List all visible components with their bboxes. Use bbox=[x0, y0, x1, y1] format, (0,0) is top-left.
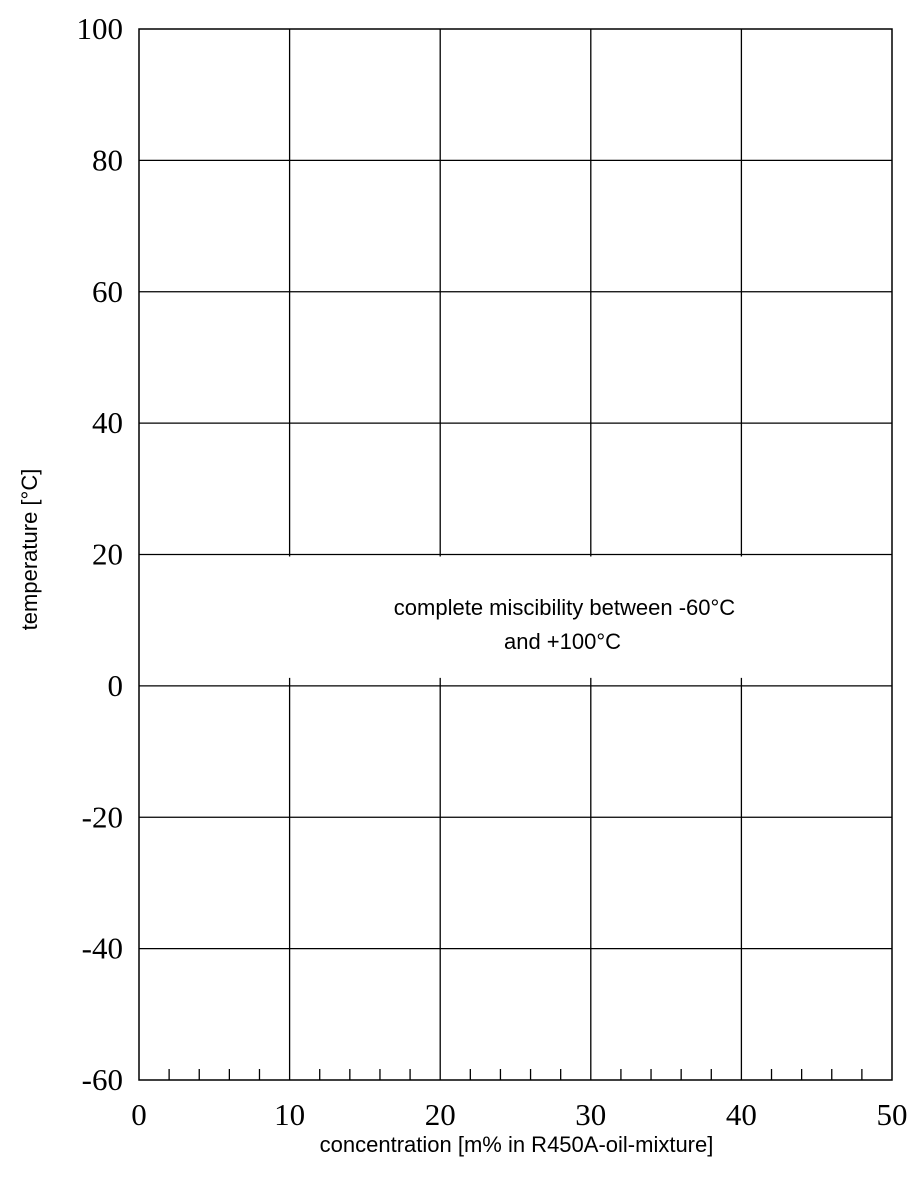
y-tick-labels: 100 80 60 40 20 0 -20 -40 -60 bbox=[77, 11, 124, 1097]
y-tick-label: 60 bbox=[92, 274, 123, 309]
annotation-line-2: and +100°C bbox=[504, 629, 621, 654]
y-tick-label: -60 bbox=[82, 1062, 123, 1097]
y-axis-title: temperature [°C] bbox=[17, 469, 42, 631]
x-tick-label: 10 bbox=[274, 1097, 305, 1132]
y-tick-label: 80 bbox=[92, 142, 123, 177]
y-tick-label: -20 bbox=[82, 799, 123, 834]
x-tick-labels: 0 10 20 30 40 50 bbox=[131, 1097, 907, 1132]
y-tick-label: -40 bbox=[82, 931, 123, 966]
x-tick-label: 30 bbox=[575, 1097, 606, 1132]
x-tick-label: 40 bbox=[726, 1097, 757, 1132]
x-axis-title: concentration [m% in R450A-oil-mixture] bbox=[320, 1132, 714, 1157]
x-tick-label: 50 bbox=[877, 1097, 908, 1132]
annotation-line-1: complete miscibility between -60°C bbox=[394, 595, 735, 620]
y-tick-label: 100 bbox=[77, 11, 124, 46]
x-tick-label: 20 bbox=[425, 1097, 456, 1132]
y-tick-label: 0 bbox=[108, 668, 124, 703]
minor-ticks bbox=[168, 1069, 863, 1080]
plot-frame bbox=[138, 28, 893, 1081]
y-tick-label: 20 bbox=[92, 537, 123, 572]
x-tick-label: 0 bbox=[131, 1097, 147, 1132]
y-tick-label: 40 bbox=[92, 405, 123, 440]
grid-lines bbox=[139, 29, 892, 1080]
annotation-background bbox=[140, 556, 891, 678]
